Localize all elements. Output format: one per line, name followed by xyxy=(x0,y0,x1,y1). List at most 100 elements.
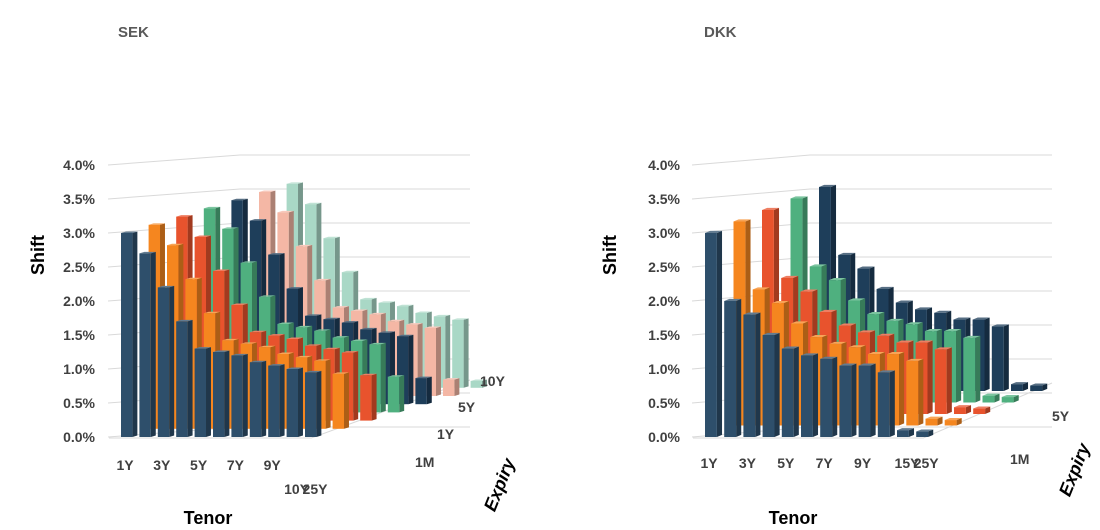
bar-15Y-series-3 xyxy=(954,405,972,414)
bar-6Y-series-1 xyxy=(801,353,819,437)
gridline xyxy=(691,256,1052,268)
bar-7Y-series-1 xyxy=(820,356,838,437)
expiry-tick-label: 5Y xyxy=(458,399,476,415)
bar-25Y-series-2 xyxy=(944,417,962,426)
x-axis-label: Tenor xyxy=(184,508,233,528)
bar-10Y-series-6 xyxy=(424,326,441,396)
bar-5Y-series-1 xyxy=(781,346,799,437)
bar-2Y-series-1 xyxy=(724,298,742,437)
tenor-tick-label: 5Y xyxy=(777,455,795,471)
bar-25Y-series-5 xyxy=(415,376,432,405)
bar-25Y-series-7 xyxy=(470,379,487,388)
bar-10Y-series-1 xyxy=(877,370,895,437)
y-tick-label: 1.5% xyxy=(63,327,95,343)
x-axis-label: Tenor xyxy=(769,508,818,528)
bar-10Y-series-4 xyxy=(963,335,981,403)
y-axis-label: Shift xyxy=(600,235,620,275)
gridline xyxy=(107,154,470,166)
bar-10Y-series-2 xyxy=(906,358,924,426)
y-tick-label: 2.0% xyxy=(648,293,680,309)
bar-25Y-series-1 xyxy=(916,429,934,437)
y-tick-label: 0.5% xyxy=(648,395,680,411)
y-tick-label: 0.0% xyxy=(63,429,95,445)
bar-7Y-series-1 xyxy=(231,353,248,437)
expiry-tick-label: 10Y xyxy=(480,373,506,389)
bar-25Y-series-5 xyxy=(1030,383,1048,391)
y-tick-labels: 0.0% 0.5% 1.0% 1.5% 2.0% 2.5% 3.0% 3.5% 4.0% xyxy=(648,157,680,445)
bar-2Y-series-1 xyxy=(139,251,156,437)
y-tick-label: 1.0% xyxy=(648,361,680,377)
y-tick-label: 3.0% xyxy=(63,225,95,241)
bar-10Y-series-3 xyxy=(934,347,952,414)
bar-3Y-series-1 xyxy=(743,312,761,437)
z-axis-label: Expiry xyxy=(480,455,520,514)
bar-1Y-series-1 xyxy=(705,230,723,437)
bar-25Y-series-4 xyxy=(1001,394,1019,403)
bar-1Y-series-1 xyxy=(121,231,138,437)
bar-10Y-series-5 xyxy=(991,324,1009,391)
bar-15Y-series-2 xyxy=(925,416,943,426)
y-tick-label: 4.0% xyxy=(63,157,95,173)
bar-15Y-series-1 xyxy=(897,428,915,437)
z-axis-label: Expiry xyxy=(1055,440,1095,499)
y-tick-labels: 0.0% 0.5% 1.0% 1.5% 2.0% 2.5% 3.0% 3.5% 4.0% xyxy=(63,157,95,445)
bar-15Y-series-4 xyxy=(982,393,1000,403)
bar-9Y-series-1 xyxy=(268,364,285,437)
expiry-tick-label: 5Y xyxy=(1052,408,1070,424)
expiry-tick-label: 1M xyxy=(415,454,434,470)
y-tick-label: 3.0% xyxy=(648,225,680,241)
expiry-tick-label: 1Y xyxy=(437,426,455,442)
bar-25Y-series-1 xyxy=(305,370,322,437)
bar-4Y-series-1 xyxy=(762,332,780,437)
tenor-tick-label: 1Y xyxy=(116,457,134,473)
tenor-tick-label: 1Y xyxy=(700,455,718,471)
tenor-tick-label: 7Y xyxy=(816,455,834,471)
bar-25Y-series-3 xyxy=(360,373,377,421)
tenor-tick-label: 25Y xyxy=(303,481,329,497)
bar-6Y-series-1 xyxy=(213,350,230,437)
tenor-tick-label: 3Y xyxy=(739,455,757,471)
bar-10Y-series-7 xyxy=(452,318,469,388)
y-tick-label: 2.5% xyxy=(648,259,680,275)
y-tick-label: 4.0% xyxy=(648,157,680,173)
bar-25Y-series-6 xyxy=(443,378,460,396)
y-tick-label: 0.5% xyxy=(63,395,95,411)
y-axis-label: Shift xyxy=(28,235,48,275)
bars xyxy=(121,182,487,437)
gridline xyxy=(691,188,1052,200)
chart-title: SEK xyxy=(118,24,149,41)
tenor-tick-label: 5Y xyxy=(190,457,208,473)
y-tick-label: 3.5% xyxy=(648,191,680,207)
bars xyxy=(705,184,1048,437)
bar-25Y-series-4 xyxy=(387,375,405,413)
tenor-tick-label: 15Y xyxy=(895,455,921,471)
tenor-tick-label: 10Y xyxy=(284,481,310,497)
bar-15Y-series-5 xyxy=(1011,382,1029,391)
bar-9Y-series-1 xyxy=(858,363,876,437)
tenor-tick-label: 7Y xyxy=(227,457,245,473)
y-tick-label: 1.5% xyxy=(648,327,680,343)
y-tick-label: 2.5% xyxy=(63,259,95,275)
bar-10Y-series-5 xyxy=(397,334,414,405)
bar-4Y-series-1 xyxy=(176,319,193,437)
gridline xyxy=(691,154,1052,166)
bar-25Y-series-2 xyxy=(332,372,349,429)
tenor-tick-label: 9Y xyxy=(264,457,282,473)
gridline xyxy=(691,222,1052,234)
y-tick-label: 3.5% xyxy=(63,191,95,207)
tenor-tick-label: 9Y xyxy=(854,455,872,471)
bar-8Y-series-1 xyxy=(839,363,857,437)
bar-8Y-series-1 xyxy=(249,360,267,437)
bar-25Y-series-3 xyxy=(973,406,991,414)
expiry-tick-labels: 1M 5Y xyxy=(1010,408,1070,467)
dkk-chart: DKK 0.0% 0.5% 1.0% 1.5% 2.0% 2.5% 3.0% 3.5% 4.0%… xyxy=(600,24,1094,528)
gridline xyxy=(107,188,470,200)
chart-title: DKK xyxy=(704,24,737,41)
tenor-tick-label: 25Y xyxy=(914,455,940,471)
bar-3Y-series-1 xyxy=(157,285,175,437)
y-tick-label: 2.0% xyxy=(63,293,95,309)
